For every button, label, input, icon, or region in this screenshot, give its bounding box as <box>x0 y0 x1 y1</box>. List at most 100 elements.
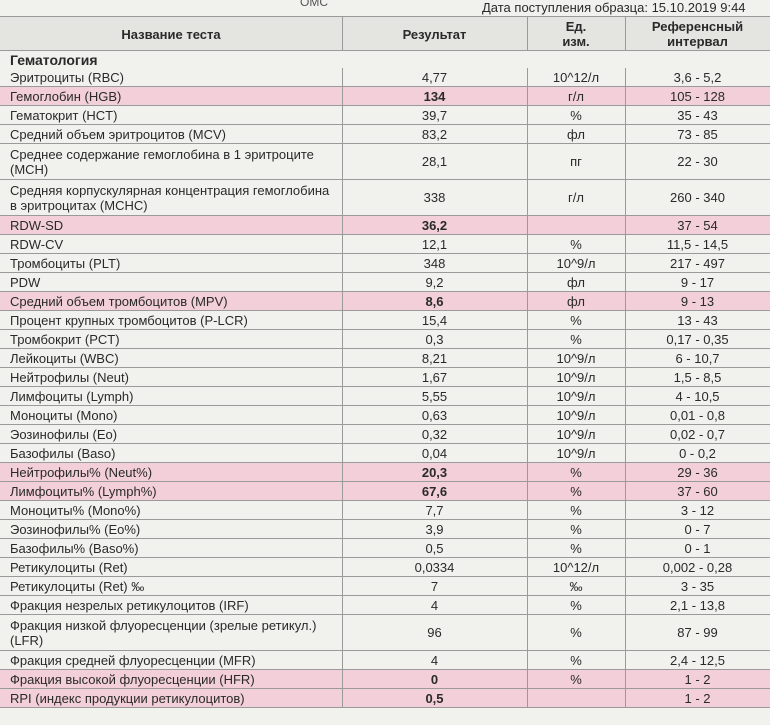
table-row: Средний объем тромбоцитов (MPV) 8,6 фл 9 - … <box>0 292 770 311</box>
test-name: Тромбокрит (PCT) <box>10 331 120 347</box>
reference: 4 - 10,5 <box>675 388 720 404</box>
unit: ‰ <box>569 578 583 594</box>
table-row: Гемоглобин (HGB) 134 г/л 105 - 128 <box>0 87 770 106</box>
reference: 0,17 - 0,35 <box>666 331 729 347</box>
test-name: Нейтрофилы (Neut) <box>10 369 129 385</box>
reference: 9 - 13 <box>680 293 715 309</box>
result: 0,5 <box>425 690 444 706</box>
reference: 3 - 12 <box>680 502 715 518</box>
test-name: Ретикулоциты (Ret) <box>10 559 128 575</box>
column-divider <box>527 68 528 708</box>
result: 5,55 <box>421 388 448 404</box>
result: 20,3 <box>421 464 448 480</box>
reference: 37 - 60 <box>677 483 718 499</box>
test-name: Фракция высокой флуоресценции (HFR) <box>10 671 255 687</box>
unit: 10^9/л <box>556 445 596 461</box>
table-row: Средняя корпускулярная концентрация гемо… <box>0 180 770 216</box>
unit: 10^12/л <box>552 69 600 85</box>
reference: 1,5 - 8,5 <box>673 369 722 385</box>
column-divider <box>342 68 343 708</box>
table-row: RPI (индекс продукции ретикулоцитов) 0,5 1… <box>0 689 770 708</box>
table-row: Нейтрофилы% (Neut%) 20,3% 29 - 36 <box>0 463 770 482</box>
reference: 1 - 2 <box>684 690 711 706</box>
reference: 6 - 10,7 <box>675 350 720 366</box>
result: 0,04 <box>421 445 448 461</box>
result: 8,6 <box>425 293 444 309</box>
result: 39,7 <box>421 107 448 123</box>
test-name: Гемоглобин (HGB) <box>10 88 122 104</box>
reference: 35 - 43 <box>677 107 718 123</box>
header-row: Название теста Результат Ед. изм. Референсн… <box>0 16 770 51</box>
reference: 0,02 - 0,7 <box>670 426 725 442</box>
test-name: Процент крупных тромбоцитов (P-LCR) <box>10 312 248 328</box>
result: 7 <box>430 578 439 594</box>
table-row: Среднее содержание гемоглобина в 1 эритр… <box>0 144 770 180</box>
table-row: Средний объем эритроцитов (MCV) 83,2 фл 73 … <box>0 125 770 144</box>
result: 3,9 <box>425 521 444 537</box>
test-name: Эритроциты (RBC) <box>10 69 124 85</box>
reference: 87 - 99 <box>677 625 718 640</box>
reference: 3,6 - 5,2 <box>673 69 722 85</box>
result: 0,5 <box>425 540 444 556</box>
result: 8,21 <box>421 350 448 366</box>
column-header: Референсный интервал <box>651 19 744 49</box>
test-name: Эозинофилы (Eo) <box>10 426 118 442</box>
unit: 10^9/л <box>556 350 596 366</box>
date: Дата поступления образца: 15.10.2019 9:4… <box>482 0 746 15</box>
unit: % <box>570 540 582 556</box>
table-row: Тромбокрит (PCT) 0,3% 0,17 - 0,35 <box>0 330 770 349</box>
result: 0,3 <box>425 331 444 347</box>
reference: 105 - 128 <box>670 88 725 104</box>
section-row: Гематология <box>0 51 770 69</box>
unit: % <box>570 107 582 123</box>
reference: 0,002 - 0,28 <box>662 559 733 575</box>
unit: % <box>570 502 582 518</box>
test-name: RPI (индекс продукции ретикулоцитов) <box>10 690 245 706</box>
result: 1,67 <box>421 369 448 385</box>
table-row: Базофилы (Baso) 0,04 10^9/л 0 - 0,2 <box>0 444 770 463</box>
table-row: Эритроциты (RBC) 4,77 10^12/л 3,6 - 5,2 <box>0 68 770 87</box>
reference: 29 - 36 <box>677 464 718 480</box>
result: 4,77 <box>421 69 448 85</box>
unit: % <box>570 464 582 480</box>
result: 83,2 <box>421 126 448 142</box>
reference: 217 - 497 <box>670 255 725 271</box>
table-row: Моноциты (Mono) 0,63 10^9/л 0,01 - 0,8 <box>0 406 770 425</box>
result: 4 <box>430 597 439 613</box>
result: 28,1 <box>421 154 448 169</box>
result: 348 <box>423 255 446 271</box>
result: 12,1 <box>421 236 448 252</box>
reference: 13 - 43 <box>677 312 718 328</box>
test-name: Фракция низкой флуоресценции (зрелые рет… <box>10 617 317 648</box>
table-row: Фракция средней флуоресценции (MFR) 4% 2,4… <box>0 651 770 670</box>
table-row: Ретикулоциты (Ret) 0,0334 10^12/л 0,002 - 0… <box>0 558 770 577</box>
test-name: RDW-CV <box>10 236 64 252</box>
column-header: Результат <box>402 26 467 42</box>
unit: 10^9/л <box>556 369 596 385</box>
reference: 3 - 35 <box>680 578 715 594</box>
reference: 0,01 - 0,8 <box>670 407 725 423</box>
test-name: Базофилы% (Baso%) <box>10 540 139 556</box>
unit: 10^9/л <box>556 255 596 271</box>
unit: фл <box>567 274 585 290</box>
reference: 2,4 - 12,5 <box>670 652 725 668</box>
unit: пг <box>570 154 582 169</box>
reference: 0 - 0,2 <box>679 445 716 461</box>
test-name: Гематокрит (HCT) <box>10 107 118 123</box>
unit: % <box>570 483 582 499</box>
reference: 1 - 2 <box>684 671 711 687</box>
test-name: Среднее содержание гемоглобина в 1 эритр… <box>10 146 314 177</box>
column-divider <box>625 16 626 51</box>
table-row: RDW-SD 36,2 37 - 54 <box>0 216 770 235</box>
test-name: Средний объем эритроцитов (MCV) <box>10 126 226 142</box>
table-row: Процент крупных тромбоцитов (P-LCR) 15,4%… <box>0 311 770 330</box>
result: 9,2 <box>425 274 444 290</box>
table-row: Нейтрофилы (Neut) 1,67 10^9/л 1,5 - 8,5 <box>0 368 770 387</box>
reference: 0 - 1 <box>684 540 711 556</box>
test-name: Средний объем тромбоцитов (MPV) <box>10 293 228 309</box>
result: 96 <box>427 625 442 640</box>
table-row: Моноциты% (Mono%) 7,7% 3 - 12 <box>0 501 770 520</box>
unit: % <box>570 331 582 347</box>
